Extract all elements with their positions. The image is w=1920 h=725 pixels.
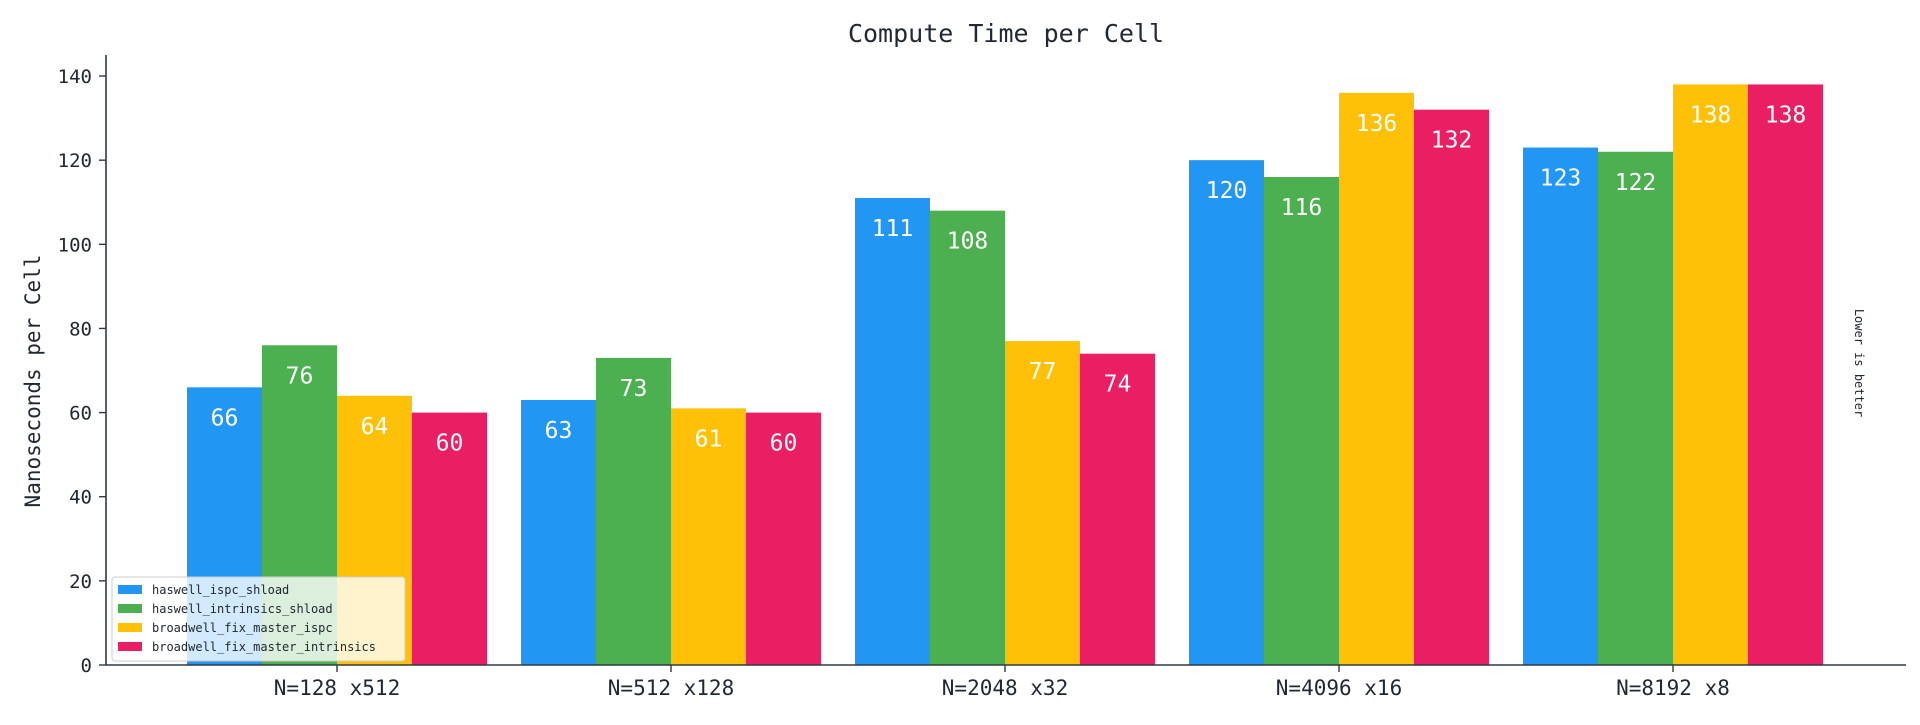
bar-value-label: 64	[361, 414, 389, 440]
bar-value-label: 120	[1206, 178, 1248, 204]
bar	[855, 198, 930, 665]
bar-value-label: 123	[1540, 166, 1582, 192]
bar	[1523, 147, 1598, 665]
bar-value-label: 74	[1104, 372, 1132, 398]
bar-value-label: 66	[211, 405, 239, 431]
y-tick-label: 60	[69, 403, 92, 425]
bar	[930, 210, 1005, 666]
bar-value-label: 77	[1029, 359, 1057, 385]
bar-value-label: 63	[545, 418, 573, 444]
x-category-label: N=4096 x16	[1276, 676, 1402, 700]
bar-value-label: 138	[1765, 102, 1807, 128]
bar	[671, 408, 746, 665]
bar-value-label: 116	[1281, 195, 1323, 221]
bar-value-label: 60	[436, 431, 464, 457]
y-tick-label: 20	[69, 571, 92, 593]
bar	[1748, 84, 1823, 666]
bar	[1414, 109, 1489, 666]
legend-label: haswell_intrinsics_shload	[152, 602, 333, 616]
y-tick-label: 120	[58, 150, 92, 172]
bar	[1673, 84, 1748, 666]
bar-value-label: 132	[1431, 128, 1473, 154]
legend-swatch	[118, 623, 142, 632]
bar	[521, 399, 596, 665]
legend-swatch	[118, 585, 142, 594]
bar	[1598, 151, 1673, 666]
x-category-label: N=128 x512	[274, 676, 400, 700]
bar-value-label: 108	[947, 229, 989, 255]
bar	[1264, 177, 1339, 665]
legend-swatch	[118, 642, 142, 651]
y-tick-label: 80	[69, 318, 92, 340]
legend-label: broadwell_fix_master_intrinsics	[152, 640, 376, 654]
bar-value-label: 111	[872, 216, 914, 242]
bar	[1080, 353, 1155, 665]
legend-label: broadwell_fix_master_ispc	[152, 621, 333, 635]
bar	[412, 412, 487, 665]
legend-swatch	[118, 604, 142, 613]
bar	[1189, 160, 1264, 665]
legend-label: haswell_ispc_shload	[152, 583, 289, 597]
bar-value-label: 73	[620, 376, 648, 402]
y-axis-label: Nanoseconds per Cell	[21, 255, 45, 508]
bar-value-label: 76	[286, 363, 314, 389]
lower-is-better-note: Lower is better	[1852, 309, 1866, 417]
bar-value-label: 136	[1356, 111, 1398, 137]
y-tick-label: 100	[58, 234, 92, 256]
chart-title: Compute Time per Cell	[848, 19, 1164, 48]
bar-value-label: 61	[695, 426, 723, 452]
bar	[1005, 341, 1080, 665]
x-category-label: N=512 x128	[608, 676, 734, 700]
legend-box	[111, 576, 406, 662]
y-tick-label: 140	[58, 66, 92, 88]
bar-value-label: 122	[1615, 170, 1657, 196]
y-tick-label: 40	[69, 487, 92, 509]
x-category-label: N=8192 x8	[1616, 676, 1730, 700]
bar	[1339, 92, 1414, 666]
bar-value-label: 60	[770, 431, 798, 457]
bar	[746, 412, 821, 665]
bar-value-label: 138	[1690, 102, 1732, 128]
plot-area: 66 63 111 120 123 76 73 108 116 122 64 61 77 136 138 60…	[58, 55, 1906, 700]
y-tick-label: 0	[81, 655, 92, 677]
x-category-label: N=2048 x32	[942, 676, 1068, 700]
bar	[596, 357, 671, 665]
legend: haswell_ispc_shload haswell_intrinsics_sh…	[111, 576, 406, 662]
